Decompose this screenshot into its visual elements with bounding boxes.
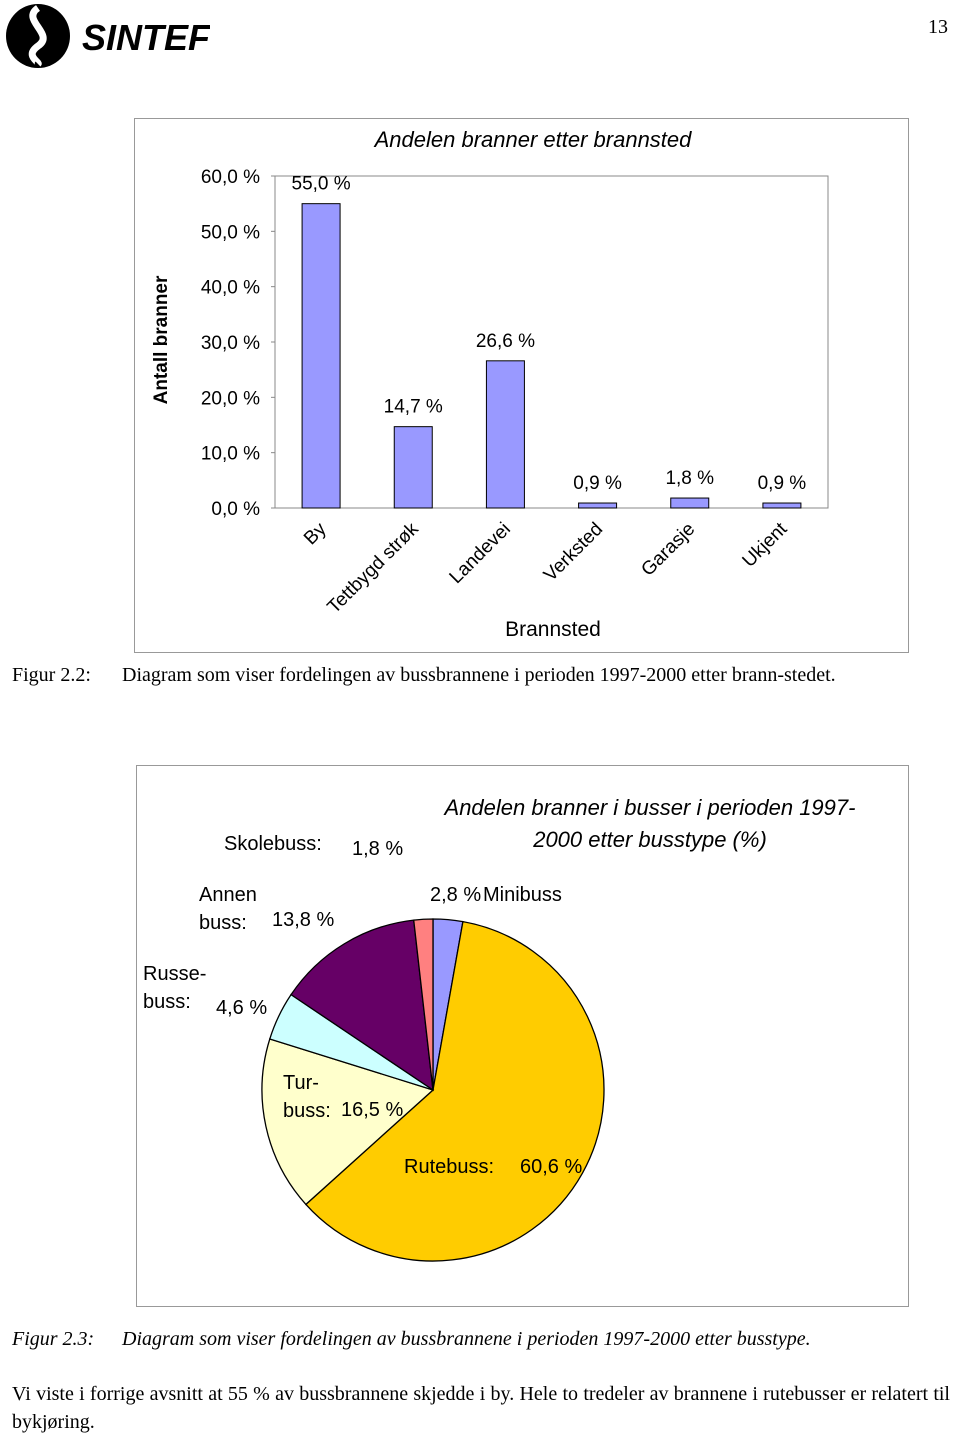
data-label: 16,5 % xyxy=(341,1099,404,1121)
data-label: 14,7 % xyxy=(384,397,443,418)
chart-frame xyxy=(136,765,909,1307)
y-tick-label: 0,0 % xyxy=(211,499,260,520)
logo-text: SINTEF xyxy=(82,17,210,58)
chart-title: Andelen branner etter brannsted xyxy=(373,127,693,152)
x-tick-label: Garasje xyxy=(637,519,699,581)
bar-chart: Andelen branner etter brannsted Antall br… xyxy=(151,127,829,641)
y-tick-label: 20,0 % xyxy=(201,388,260,409)
paragraph: Vi viste i forrige avsnitt at 55 % av bu… xyxy=(12,1383,950,1433)
y-tick-label: 40,0 % xyxy=(201,278,260,299)
pie-slice xyxy=(413,918,434,1091)
caption: Figur 2.2: Diagram som viser fordelingen … xyxy=(12,662,952,688)
data-label: 4,6 % xyxy=(216,997,268,1019)
data-label: 1,8 % xyxy=(665,468,714,489)
bar xyxy=(670,497,710,509)
y-tick-label: 30,0 % xyxy=(201,333,260,354)
bar xyxy=(578,502,618,509)
slice-label: Russe-buss: xyxy=(143,963,207,1013)
y-axis-title: Antall branner xyxy=(151,275,172,404)
data-label: 0,9 % xyxy=(758,473,807,494)
pie-slice xyxy=(261,1038,435,1206)
x-tick-label: Landevei xyxy=(446,519,515,588)
slice-label: Minibuss xyxy=(483,884,562,906)
pie-slice xyxy=(304,920,605,1262)
slice-label: Tur-buss: xyxy=(283,1072,331,1122)
bar xyxy=(485,360,525,509)
slice-label: Skolebuss: xyxy=(224,833,322,855)
data-label: 26,6 % xyxy=(476,331,535,352)
pie-slice xyxy=(290,919,434,1092)
x-tick-label: Ukjent xyxy=(739,518,792,571)
chart-title: Andelen branner i busser i perioden 1997… xyxy=(444,795,856,852)
y-tick-label: 60,0 % xyxy=(201,167,260,188)
data-label: 0,9 % xyxy=(573,473,622,494)
x-axis-title: Brannsted xyxy=(505,618,601,641)
logo: SINTEF xyxy=(6,4,210,68)
y-tick-label: 50,0 % xyxy=(201,222,260,243)
x-tick-label: By xyxy=(300,518,331,549)
pie-chart xyxy=(261,918,605,1262)
y-tick-label: 10,0 % xyxy=(201,444,260,465)
data-label: 1,8 % xyxy=(352,838,404,860)
caption: Figur 2.3: Diagram som viser fordelingen … xyxy=(12,1326,952,1352)
chart-frame xyxy=(134,118,909,653)
x-tick-label: Tettbygd strøk xyxy=(324,518,424,618)
caption-text: Diagram som viser fordelingen av bussbra… xyxy=(122,1328,811,1350)
bar xyxy=(301,203,341,509)
data-label: 13,8 % xyxy=(272,909,335,931)
page-number: 13 xyxy=(928,16,948,38)
bar xyxy=(393,426,433,509)
plot-area xyxy=(274,175,829,509)
slice-label: Annen buss: xyxy=(199,884,257,934)
caption-label: Figur 2.2: xyxy=(12,664,91,686)
data-label: 60,6 % xyxy=(520,1156,583,1178)
bar xyxy=(762,502,802,509)
data-label: 55,0 % xyxy=(292,174,351,195)
data-label: 2,8 % xyxy=(430,884,482,906)
x-tick-label: Verksted xyxy=(540,519,607,586)
caption-text: Diagram som viser fordelingen av bussbra… xyxy=(122,664,836,686)
slice-label: Rutebuss: xyxy=(404,1156,495,1178)
caption-label: Figur 2.3: xyxy=(12,1328,95,1350)
